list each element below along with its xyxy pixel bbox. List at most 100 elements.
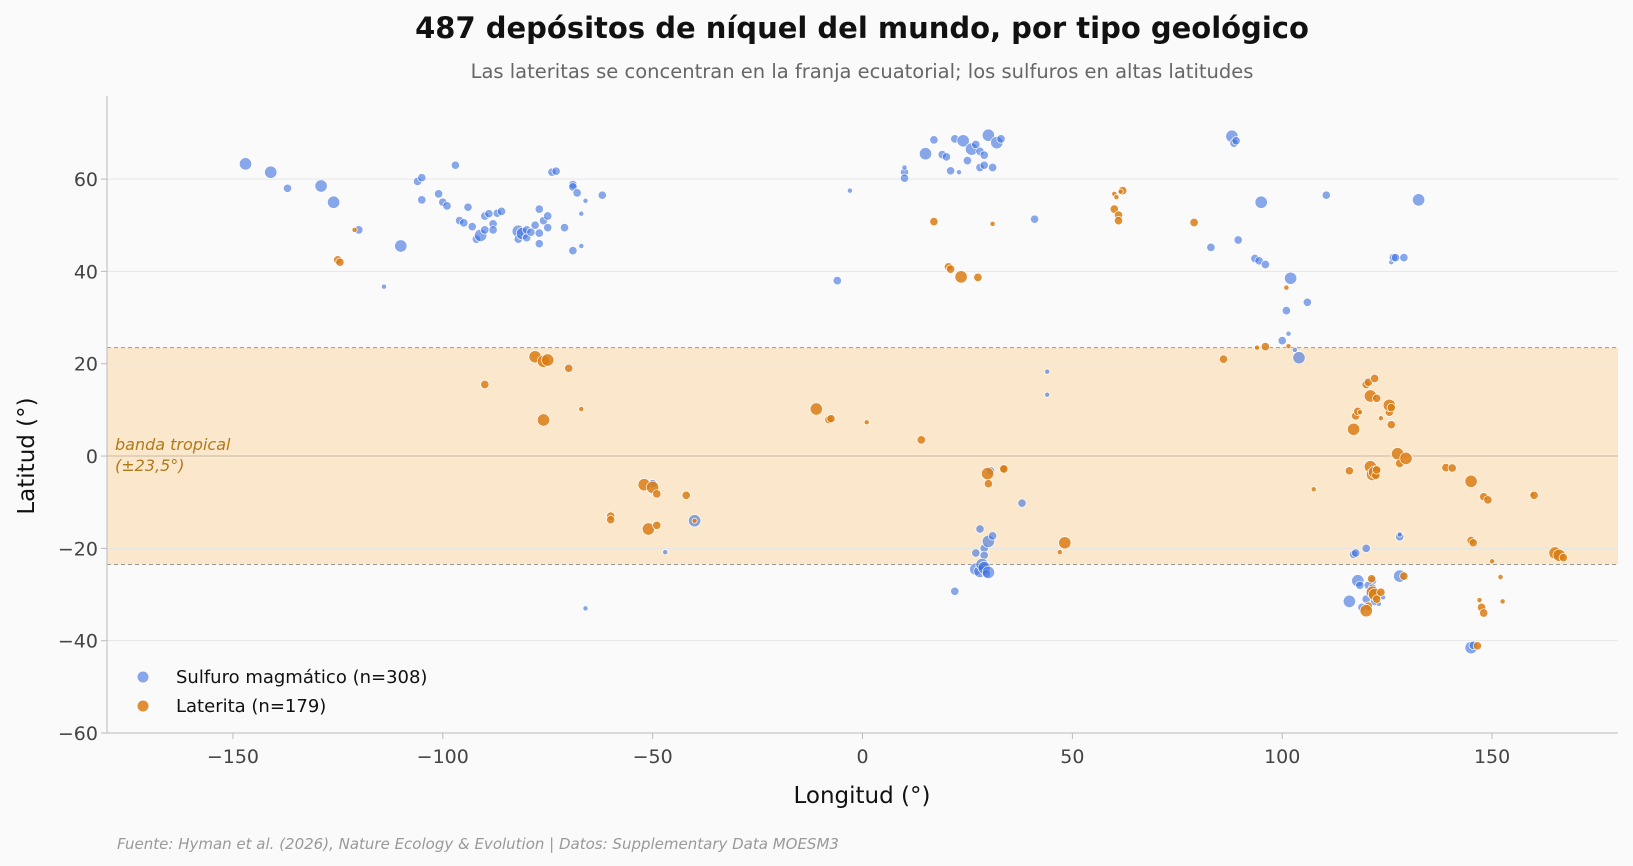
data-point	[1372, 594, 1382, 604]
data-point	[846, 187, 853, 194]
data-point	[1489, 558, 1496, 565]
data-point	[488, 225, 498, 235]
data-point	[1356, 409, 1363, 416]
data-point	[1483, 495, 1493, 505]
data-point	[442, 201, 452, 211]
data-point	[1558, 553, 1568, 563]
y-tick-label: 0	[86, 446, 98, 468]
data-point	[381, 283, 387, 290]
data-point	[1044, 368, 1051, 375]
data-point	[534, 228, 544, 238]
grid-lines	[107, 178, 1618, 642]
data-points	[238, 128, 1568, 655]
data-point	[1321, 190, 1331, 200]
x-tick-label: −50	[633, 746, 673, 768]
data-point	[434, 189, 444, 199]
data-point	[314, 179, 328, 193]
data-point	[1399, 451, 1413, 465]
y-tick-label: −20	[58, 538, 98, 560]
data-point	[971, 548, 981, 558]
data-point	[1292, 351, 1306, 365]
data-point	[530, 220, 540, 230]
data-point	[541, 353, 555, 367]
data-point	[543, 211, 553, 221]
data-point	[467, 222, 477, 232]
data-point	[989, 220, 996, 227]
data-point	[1030, 214, 1040, 224]
legend-label-laterita: Laterita (n=179)	[176, 696, 326, 717]
data-point	[946, 166, 956, 176]
data-point	[999, 464, 1009, 474]
data-point	[480, 225, 490, 235]
data-point	[1476, 597, 1483, 604]
data-point	[929, 135, 939, 145]
data-point	[1370, 373, 1380, 384]
data-point	[1377, 415, 1384, 422]
data-point	[480, 379, 490, 390]
band-label-line1: banda tropical	[115, 435, 231, 454]
x-axis-label: Longitud (°)	[793, 783, 930, 809]
chart-title: 487 depósitos de níquel del mundo, por t…	[415, 11, 1309, 45]
data-point	[956, 134, 970, 148]
data-point	[1302, 297, 1312, 307]
data-point	[832, 276, 842, 286]
data-point	[351, 226, 358, 233]
data-point	[1468, 538, 1478, 548]
legend: Sulfuro magmático (n=308) Laterita (n=17…	[137, 667, 427, 717]
data-point	[238, 157, 253, 171]
data-point	[582, 197, 589, 204]
data-point	[988, 531, 998, 541]
data-point	[1113, 216, 1124, 226]
data-point	[1285, 330, 1292, 337]
data-point	[956, 169, 962, 176]
source-note: Fuente: Hyman et al. (2026), Nature Ecol…	[117, 835, 839, 853]
data-point	[979, 160, 989, 170]
data-point	[1412, 193, 1426, 207]
x-tick-label: −100	[417, 746, 469, 768]
data-point	[264, 165, 278, 179]
data-point	[534, 204, 544, 214]
data-point	[1231, 136, 1241, 146]
data-point	[578, 210, 585, 217]
data-point	[1390, 253, 1401, 263]
data-point	[1351, 548, 1361, 558]
y-axis-label: Latitud (°)	[14, 397, 40, 514]
data-point	[981, 565, 995, 579]
y-tick-label: 20	[74, 354, 98, 376]
data-point	[578, 243, 585, 249]
data-point	[1260, 259, 1270, 270]
legend-label-sulfuro: Sulfuro magmático (n=308)	[176, 667, 427, 688]
y-tick-label: 60	[74, 169, 98, 191]
data-point	[981, 467, 995, 481]
data-point	[1447, 463, 1457, 473]
data-point	[564, 363, 574, 373]
data-point	[863, 419, 870, 426]
data-point	[543, 223, 553, 233]
data-point	[1283, 284, 1290, 291]
data-point	[559, 223, 570, 233]
data-point	[1497, 574, 1504, 580]
data-point	[1310, 486, 1317, 493]
data-point	[979, 150, 989, 160]
data-point	[1254, 344, 1260, 351]
data-point	[1372, 393, 1382, 403]
data-point	[1291, 346, 1298, 353]
data-point	[417, 173, 427, 183]
data-point	[652, 489, 662, 499]
data-point	[1206, 242, 1216, 252]
data-point	[1399, 571, 1409, 581]
data-point	[941, 152, 951, 162]
data-point	[971, 139, 981, 150]
x-tick-label: 100	[1264, 746, 1300, 768]
data-point	[973, 272, 983, 282]
data-point	[582, 605, 589, 612]
data-point	[1386, 403, 1396, 413]
y-tick-label: −60	[58, 723, 98, 745]
data-point	[652, 520, 662, 530]
data-point	[1344, 466, 1354, 476]
x-tick-label: 0	[856, 746, 868, 768]
data-point	[450, 160, 460, 170]
data-point	[459, 218, 469, 228]
data-point	[1260, 342, 1270, 352]
